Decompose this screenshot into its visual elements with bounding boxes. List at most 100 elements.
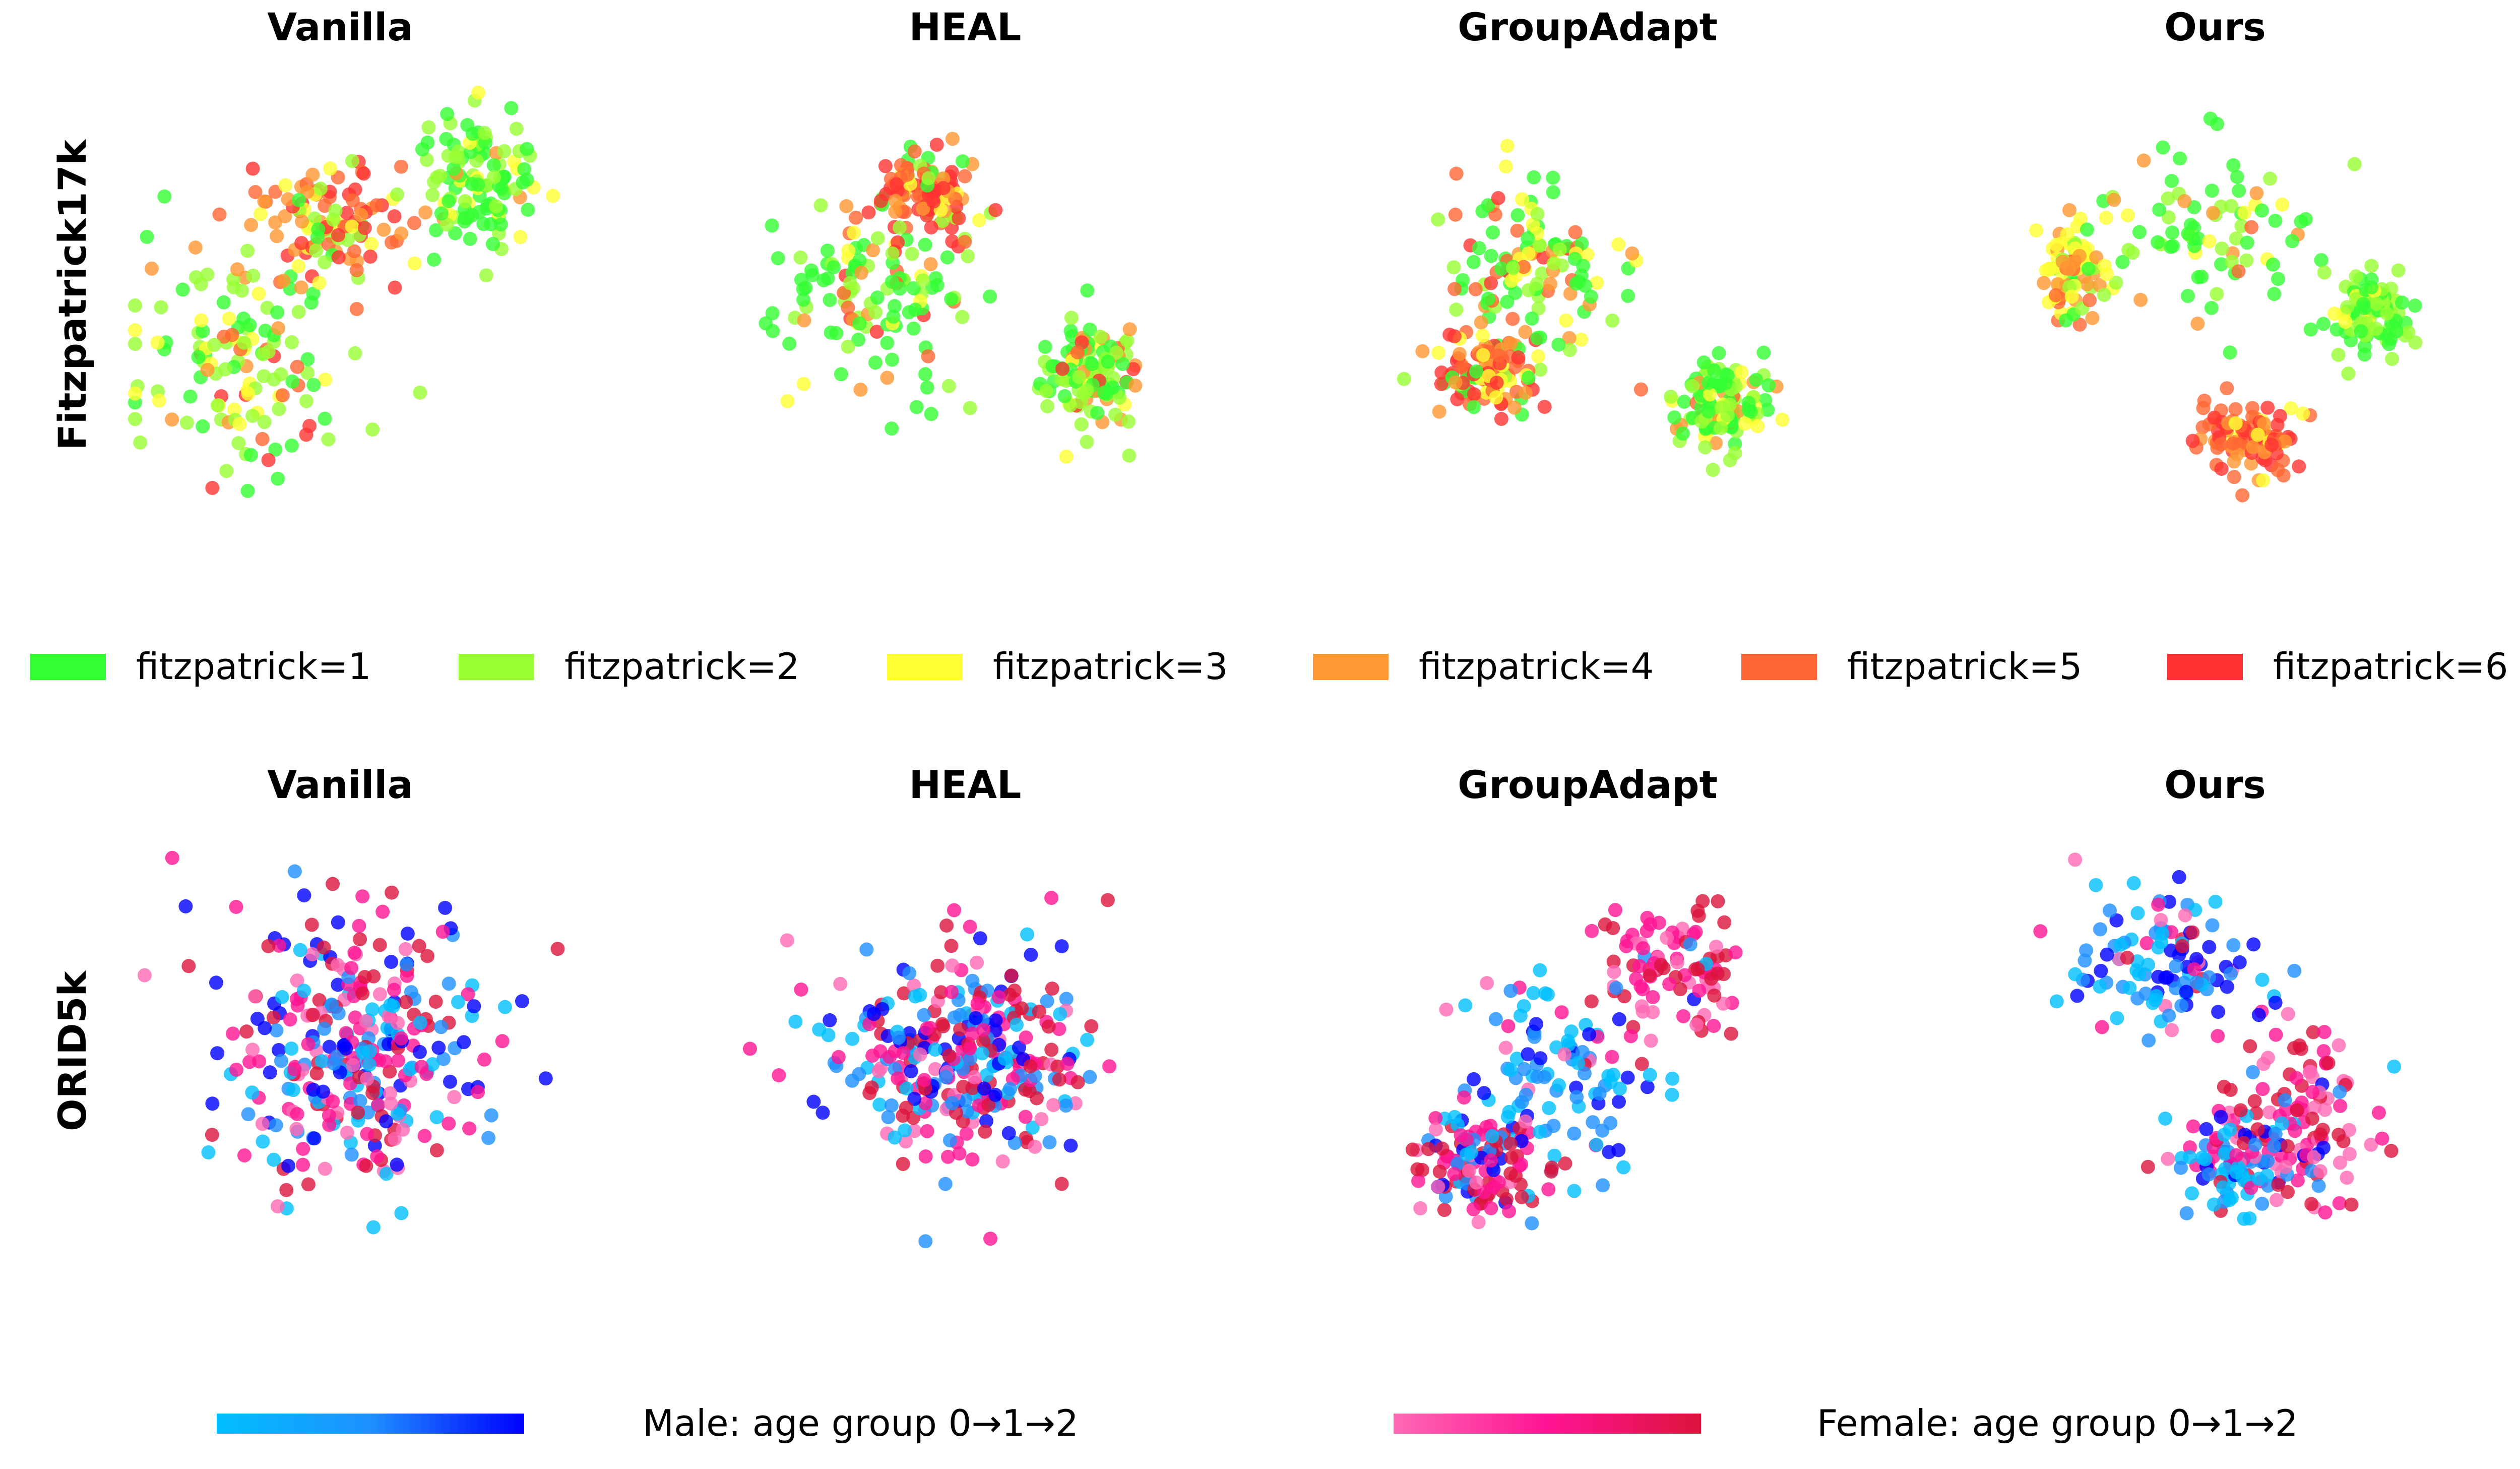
point-fitz-3 bbox=[546, 189, 560, 203]
point-female-age-2 bbox=[351, 1106, 365, 1120]
point-fitz-4 bbox=[281, 192, 295, 207]
point-female-age-0 bbox=[1498, 1040, 1513, 1055]
point-fitz-4 bbox=[2107, 193, 2121, 207]
point-fitz-2 bbox=[365, 422, 380, 437]
point-male-age-0 bbox=[256, 1134, 270, 1149]
point-fitz-6 bbox=[340, 206, 354, 220]
point-female-age-0 bbox=[1689, 1017, 1704, 1032]
point-female-age-0 bbox=[995, 1154, 1010, 1169]
point-fitz-1 bbox=[782, 336, 797, 351]
point-fitz-4 bbox=[1518, 386, 1533, 400]
point-male-age-0 bbox=[429, 1110, 444, 1125]
point-male-age-1 bbox=[1527, 1029, 1542, 1044]
point-female-age-1 bbox=[2305, 1085, 2320, 1099]
point-female-age-0 bbox=[290, 973, 304, 988]
point-fitz-4 bbox=[2072, 249, 2087, 263]
point-female-age-2 bbox=[317, 940, 331, 955]
point-male-age-2 bbox=[2251, 1008, 2266, 1022]
point-fitz-1 bbox=[2395, 295, 2409, 310]
point-fitz-4 bbox=[376, 222, 391, 237]
point-fitz-5 bbox=[268, 185, 283, 199]
point-fitz-1 bbox=[306, 378, 321, 392]
point-female-age-2 bbox=[1673, 982, 1687, 997]
point-fitz-1 bbox=[2165, 174, 2179, 188]
point-female-age-2 bbox=[326, 877, 340, 891]
point-fitz-5 bbox=[2227, 470, 2241, 484]
point-fitz-6 bbox=[1434, 377, 1448, 391]
point-male-age-1 bbox=[892, 1030, 906, 1045]
point-female-age-1 bbox=[1636, 941, 1651, 956]
point-fitz-1 bbox=[485, 237, 500, 252]
point-male-age-1 bbox=[1569, 1090, 1584, 1105]
point-male-age-1 bbox=[2260, 1154, 2275, 1169]
point-fitz-2 bbox=[429, 170, 444, 185]
point-female-age-2 bbox=[2233, 1103, 2248, 1118]
point-fitz-1 bbox=[318, 411, 332, 426]
point-female-age-1 bbox=[301, 1037, 316, 1052]
point-female-age-1 bbox=[918, 1096, 933, 1111]
point-fitz-1 bbox=[906, 281, 921, 295]
point-fitz-1 bbox=[1090, 406, 1105, 420]
point-fitz-5 bbox=[2083, 293, 2097, 308]
point-fitz-6 bbox=[363, 250, 377, 264]
point-fitz-3 bbox=[2099, 211, 2113, 225]
legend-swatch-fitz-1 bbox=[30, 654, 106, 680]
point-male-age-2 bbox=[1620, 1070, 1635, 1085]
point-fitz-1 bbox=[1467, 400, 1481, 414]
point-fitz-1 bbox=[2191, 270, 2206, 284]
legend-swatch-fitz-3 bbox=[887, 654, 963, 680]
point-female-age-2 bbox=[1041, 1019, 1056, 1034]
point-fitz-1 bbox=[2240, 235, 2254, 250]
point-male-age-2 bbox=[866, 1007, 881, 1021]
point-fitz-5 bbox=[2220, 381, 2234, 396]
scatter-panel-bottom-groupadapt bbox=[1405, 894, 1743, 1231]
point-fitz-1 bbox=[2081, 262, 2096, 276]
point-fitz-3 bbox=[1431, 345, 1446, 360]
point-male-age-0 bbox=[1533, 1125, 1547, 1139]
point-male-age-0 bbox=[1503, 1063, 1518, 1077]
point-fitz-2 bbox=[489, 199, 503, 214]
point-fitz-5 bbox=[1510, 223, 1525, 238]
point-fitz-2 bbox=[1533, 362, 1548, 377]
legend-swatch-fitz-5 bbox=[1741, 654, 1817, 680]
point-female-age-2 bbox=[930, 958, 945, 973]
point-fitz-3 bbox=[1476, 348, 1490, 362]
point-female-age-2 bbox=[934, 985, 949, 1000]
point-fitz-1 bbox=[2080, 222, 2094, 237]
point-female-age-1 bbox=[461, 987, 475, 1002]
point-fitz-1 bbox=[2408, 298, 2422, 313]
legend-item-fitz-4: fitzpatrick=4 bbox=[1313, 645, 1654, 688]
point-fitz-2 bbox=[309, 243, 323, 258]
point-fitz-5 bbox=[2235, 488, 2250, 503]
point-male-age-2 bbox=[390, 1157, 404, 1172]
point-male-age-0 bbox=[821, 1028, 836, 1043]
point-fitz-2 bbox=[1446, 260, 1461, 275]
point-female-age-0 bbox=[2178, 908, 2192, 923]
point-fitz-1 bbox=[1712, 346, 1726, 360]
point-male-age-2 bbox=[178, 899, 193, 913]
point-female-age-1 bbox=[283, 1012, 297, 1027]
point-female-age-1 bbox=[1585, 924, 1599, 938]
point-fitz-1 bbox=[983, 289, 997, 304]
point-fitz-1 bbox=[292, 193, 306, 207]
point-male-age-1 bbox=[1586, 1115, 1600, 1130]
point-fitz-6 bbox=[1055, 361, 1069, 376]
point-fitz-1 bbox=[183, 389, 198, 404]
point-fitz-1 bbox=[1485, 225, 1500, 240]
point-male-age-1 bbox=[2245, 1065, 2260, 1079]
point-female-age-2 bbox=[897, 986, 911, 1001]
point-fitz-2 bbox=[477, 126, 492, 140]
point-female-age-1 bbox=[2139, 936, 2154, 950]
point-male-age-1 bbox=[484, 1108, 498, 1123]
point-male-age-2 bbox=[2199, 1122, 2214, 1136]
point-female-age-1 bbox=[1457, 1090, 1471, 1105]
point-male-age-1 bbox=[327, 1056, 341, 1071]
point-fitz-2 bbox=[231, 436, 246, 450]
point-fitz-4 bbox=[305, 167, 320, 182]
point-fitz-3 bbox=[2338, 315, 2353, 329]
point-female-age-0 bbox=[2154, 913, 2168, 928]
point-fitz-2 bbox=[1605, 313, 1620, 328]
panel-title-top-ours: Ours bbox=[2164, 5, 2265, 49]
point-fitz-1 bbox=[765, 306, 780, 321]
point-male-age-1 bbox=[325, 997, 339, 1012]
